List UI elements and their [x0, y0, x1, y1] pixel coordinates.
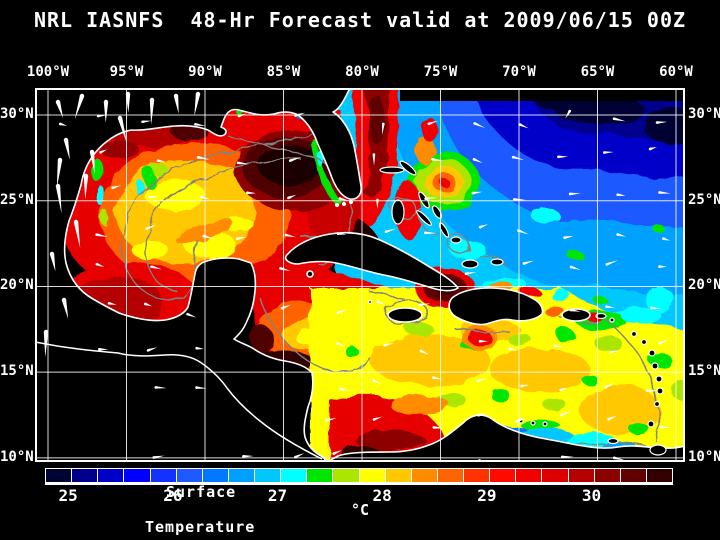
bathymetry-contours	[121, 133, 659, 451]
colorbar-cell	[464, 469, 490, 482]
colorbar-cell	[228, 469, 254, 482]
graticule	[35, 88, 685, 462]
colorbar-unit-label: °C	[350, 501, 370, 519]
map-frame	[35, 88, 685, 462]
lat-tick-label-left: 25°N	[0, 191, 34, 208]
colorbar-tick-label: 29	[477, 486, 497, 505]
colorbar-cell	[516, 469, 542, 482]
colorbar-tick-label: 28	[372, 486, 392, 505]
colorbar-cell	[98, 469, 124, 482]
colorbar-cell	[385, 469, 411, 482]
variable-label-line1: Surface	[166, 483, 237, 501]
colorbar-cell	[176, 469, 202, 482]
colorbar-cell	[255, 469, 281, 482]
lon-tick-label: 80°W	[345, 64, 379, 80]
figure-title: NRL IASNFS 48-Hr Forecast valid at 2009/…	[33, 8, 687, 32]
colorbar-cell	[359, 469, 385, 482]
lat-tick-label-right: 25°N	[688, 191, 720, 208]
colorbar-cell	[437, 469, 463, 482]
colorbar-cell	[333, 469, 359, 482]
lat-tick-label-left: 30°N	[0, 106, 34, 122]
colorbar-cell	[594, 469, 620, 482]
colorbar-cell	[620, 469, 646, 482]
landmasses	[35, 88, 685, 462]
map-area: Surface Temperature	[35, 88, 685, 536]
lat-tick-label-right: 30°N	[688, 106, 720, 122]
colorbar-cell	[150, 469, 176, 482]
lon-tick-label: 70°W	[502, 64, 536, 80]
lon-tick-label: 95°W	[109, 64, 144, 80]
lon-tick-label: 75°W	[423, 64, 458, 80]
lat-tick-label-left: 10°N	[0, 448, 34, 465]
lat-tick-label-right: 20°N	[688, 277, 720, 294]
colorbar	[45, 468, 673, 485]
lon-tick-label: 65°W	[580, 64, 615, 80]
colorbar-cell	[202, 469, 228, 482]
colorbar-cell	[542, 469, 568, 482]
current-vectors	[43, 91, 672, 462]
colorbar-tick-label: 30	[581, 486, 602, 505]
colorbar-tick-label: 27	[267, 486, 288, 505]
colorbar-cell	[46, 469, 72, 482]
colorbar-cell	[568, 469, 594, 482]
colorbar-cell	[307, 469, 333, 482]
variable-label-line2: Temperature	[145, 518, 256, 536]
lon-tick-label: 90°W	[188, 64, 222, 80]
lon-tick-label: 60°W	[659, 64, 693, 80]
colorbar-tick-label: 26	[163, 486, 183, 505]
colorbar-cell	[411, 469, 437, 482]
colorbar-cell	[490, 469, 516, 482]
lat-tick-label-left: 20°N	[0, 277, 34, 294]
colorbar-cell	[72, 469, 98, 482]
lat-tick-label-right: 10°N	[688, 448, 720, 465]
colorbar-cell	[124, 469, 150, 482]
lat-tick-label-right: 15°N	[688, 363, 720, 380]
lon-tick-label: 100°W	[26, 64, 70, 80]
lat-tick-label-left: 15°N	[0, 363, 34, 380]
colorbar-cell	[646, 469, 672, 482]
colorbar-cell	[281, 469, 307, 482]
sst-map	[35, 88, 685, 462]
lon-tick-label: 85°W	[266, 64, 301, 80]
colorbar-tick-label: 25	[58, 486, 78, 505]
